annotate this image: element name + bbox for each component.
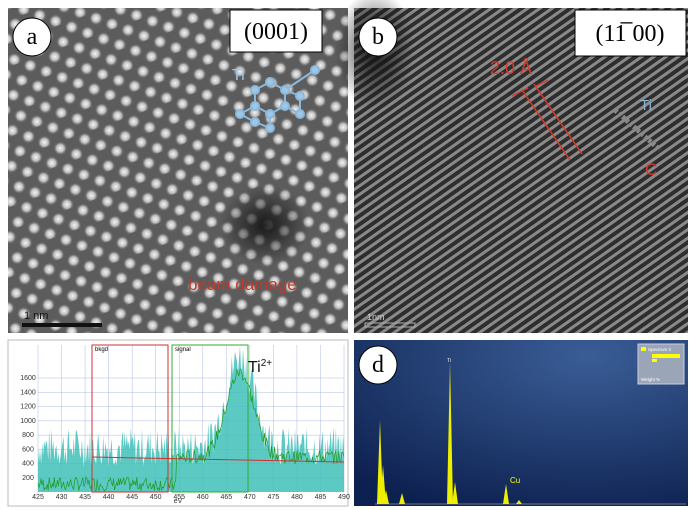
annotation: beam damage xyxy=(188,275,297,294)
x-tick-label: 450 xyxy=(150,494,162,501)
element-label: Ti xyxy=(232,67,245,84)
scale-label: 1nm xyxy=(367,312,385,322)
y-tick-label: 200 xyxy=(22,475,34,482)
figure: (0001) a Ti beam damage 1 nm (11̅ 00) b … xyxy=(0,0,692,510)
x-tick-label: 460 xyxy=(197,494,209,501)
window-label: signal xyxy=(175,347,191,353)
y-tick-label: 400 xyxy=(22,461,34,468)
panel-b: (11̅ 00) b 2.0 Å Ti C 1nm xyxy=(335,0,688,333)
x-tick-label: 465 xyxy=(220,494,232,501)
legend-footer: Weight % xyxy=(641,377,660,382)
element-label: C xyxy=(645,160,657,179)
x-tick-label: 470 xyxy=(244,494,256,501)
x-tick-label: 480 xyxy=(291,494,303,501)
x-tick-label: 425 xyxy=(32,494,44,501)
y-tick-label: 1400 xyxy=(20,389,36,396)
x-tick-label: 440 xyxy=(103,494,115,501)
y-tick-label: 1200 xyxy=(20,404,36,411)
legend-bar xyxy=(652,359,657,362)
peak-label: Ti xyxy=(447,358,451,364)
legend-swatch xyxy=(641,347,646,351)
panel-a: (0001) a Ti beam damage 1 nm xyxy=(8,8,348,333)
x-tick-label: 430 xyxy=(56,494,68,501)
scale-label: 1 nm xyxy=(24,310,48,322)
window-label: bkgd xyxy=(95,347,108,353)
y-tick-label: 800 xyxy=(22,432,34,439)
y-tick-label: 600 xyxy=(22,446,34,453)
panel-label: d xyxy=(372,352,384,378)
orientation: (11̅ 00) xyxy=(595,21,664,47)
legend-bar xyxy=(652,354,680,358)
x-tick-label: 435 xyxy=(79,494,91,501)
spacing-label: 2.0 Å xyxy=(490,58,532,78)
x-tick-label: 475 xyxy=(268,494,280,501)
species: Ti xyxy=(248,359,261,376)
y-tick-label: 1000 xyxy=(20,418,36,425)
peak-label: Cu xyxy=(510,476,520,485)
y-tick-label: 1600 xyxy=(20,375,36,382)
element-label: Ti xyxy=(640,97,652,114)
x-tick-label: 490 xyxy=(338,494,350,501)
damage-region xyxy=(220,185,310,265)
panel-d: Spectrum 2 Weight % Ti Cu d xyxy=(354,340,688,506)
panel-label: b xyxy=(372,24,384,50)
x-tick-label: 455 xyxy=(173,494,185,501)
charge: 2+ xyxy=(261,358,273,369)
orientation: (0001) xyxy=(244,19,308,45)
legend-title: Spectrum 2 xyxy=(648,347,672,352)
x-tick-label: 445 xyxy=(126,494,138,501)
panel-label: a xyxy=(27,24,38,50)
tem-image xyxy=(8,8,348,333)
x-tick-label: 485 xyxy=(315,494,327,501)
